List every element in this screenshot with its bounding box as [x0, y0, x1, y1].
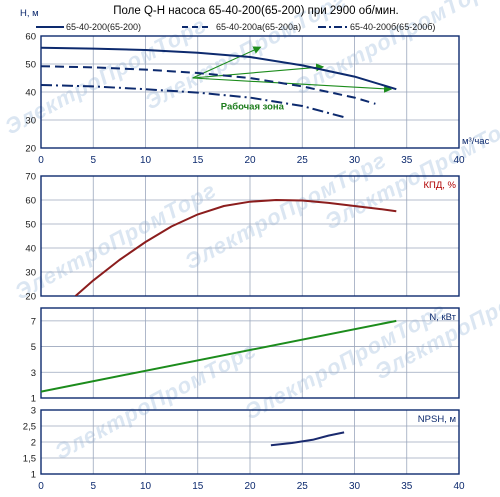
y-tick-label: 40	[25, 244, 36, 255]
x-tick-label: 0	[38, 481, 44, 492]
legend-label-3: 65-40-200б(65-200б)	[350, 22, 435, 32]
y-tick-label: 2,5	[23, 422, 36, 433]
plot-frame	[40, 175, 460, 297]
x-tick-label: 15	[192, 481, 204, 492]
power-panel: 1 3 5 7 N, кВт	[31, 307, 460, 405]
series-line-1	[74, 199, 397, 296]
x-tick-label: 30	[349, 481, 361, 492]
qh-panel: 20 30 40 50 60 Н, м м³/час 0 5 10 15 20 25 30 35 40 Рабо…	[20, 8, 490, 166]
y-axis-label: Н, м	[20, 8, 39, 19]
x-tick-label: 40	[453, 155, 465, 166]
work-zone-arrow	[192, 63, 325, 79]
series-line-2	[41, 65, 376, 105]
y-tick-label: 20	[25, 292, 36, 303]
efficiency-panel: 20 30 40 50 60 70 КПД, %	[25, 172, 460, 303]
x-tick-label: 0	[38, 155, 44, 166]
plot-frame	[40, 409, 460, 475]
y-axis-label: N, кВт	[429, 312, 456, 323]
y-tick-label: 50	[25, 60, 36, 71]
y-tick-label: 40	[25, 88, 36, 99]
x-tick-label: 40	[453, 481, 465, 492]
chart-title: Поле Q-H насоса 65-40-200(65-200) при 29…	[113, 5, 399, 17]
x-tick-label: 20	[244, 481, 256, 492]
y-tick-label: 60	[25, 32, 36, 43]
y-tick-label: 1	[31, 394, 36, 405]
legend-label-2: 65-40-200а(65-200а)	[216, 22, 301, 32]
y-tick-label: 70	[25, 172, 36, 183]
series-line-1	[41, 319, 397, 393]
series-line-1	[270, 431, 345, 447]
y-tick-label: 1	[31, 470, 36, 481]
y-tick-label: 3	[31, 368, 36, 379]
series-line-3	[41, 84, 345, 119]
y-tick-label: 2	[31, 438, 36, 449]
x-tick-label: 10	[140, 481, 152, 492]
x-tick-label: 10	[140, 155, 152, 166]
plot-frame	[40, 35, 460, 149]
plot-frame	[40, 307, 460, 399]
y-tick-label: 1,5	[23, 454, 36, 465]
y-tick-label: 3	[31, 406, 36, 417]
x-tick-label: 20	[244, 155, 256, 166]
npsh-panel: 1 1,5 2 2,5 3 NPSH, м 0 5 10 15 20 25 30 35 40	[23, 406, 465, 493]
x-tick-label: 5	[90, 481, 96, 492]
work-zone-label: Рабочая зона	[221, 101, 285, 112]
series-line-1	[41, 46, 397, 91]
x-tick-label: 30	[349, 155, 361, 166]
y-tick-label: 7	[31, 316, 36, 327]
y-axis-label: NPSH, м	[418, 414, 456, 425]
x-tick-label: 25	[297, 155, 309, 166]
x-tick-label: 15	[192, 155, 204, 166]
y-tick-label: 30	[25, 268, 36, 279]
y-tick-label: 30	[25, 116, 36, 127]
y-tick-label: 60	[25, 196, 36, 207]
watermark-text: ЭлектроПромТорг	[11, 177, 221, 304]
y-tick-label: 5	[31, 342, 36, 353]
legend-label-1: 65-40-200(65-200)	[66, 22, 141, 32]
y-tick-label: 20	[25, 144, 36, 155]
work-zone-arrow	[192, 77, 393, 93]
x-tick-label: 5	[90, 155, 96, 166]
watermark-text: ЭлектроПромТорг	[51, 337, 261, 464]
x-axis-label: м³/час	[462, 136, 490, 147]
y-axis-label: КПД, %	[423, 180, 456, 191]
y-tick-label: 50	[25, 220, 36, 231]
x-tick-label: 25	[297, 481, 309, 492]
legend: 65-40-200(65-200) 65-40-200а(65-200а) 65…	[36, 22, 435, 32]
x-tick-label: 35	[401, 481, 413, 492]
x-tick-label: 35	[401, 155, 413, 166]
